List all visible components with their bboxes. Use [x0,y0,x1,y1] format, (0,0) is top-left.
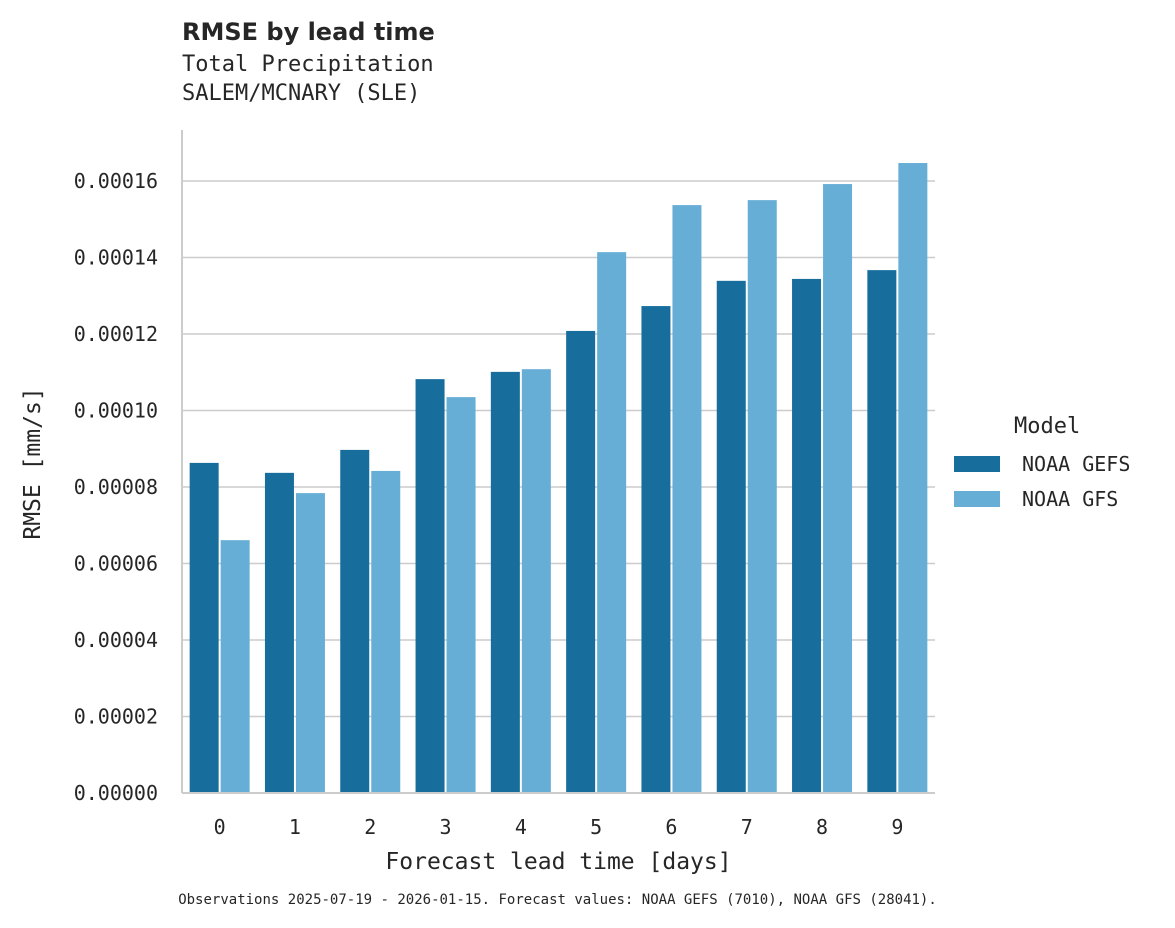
x-tick-label: 2 [364,815,376,839]
x-tick-label: 0 [214,815,226,839]
legend-swatch [954,491,1000,507]
legend-item-gefs: NOAA GEFS [954,452,1130,476]
x-tick-label: 1 [289,815,301,839]
bar-noaa-gefs [490,371,520,793]
bar-noaa-gfs [672,205,702,793]
x-tick-label: 8 [816,815,828,839]
chart-title: RMSE by lead time [182,18,435,46]
y-tick-label: 0.00014 [74,246,158,270]
bar-noaa-gefs [566,330,596,793]
bar-noaa-gefs [716,280,746,793]
y-tick-label: 0.00010 [74,399,158,423]
bar-noaa-gfs [295,493,325,793]
y-tick-label: 0.00006 [74,552,158,576]
chart-footer: Observations 2025-07-19 - 2026-01-15. Fo… [178,892,937,908]
bar-noaa-gefs [415,379,445,793]
y-tick-label: 0.00012 [74,322,158,346]
legend-swatch [954,456,1000,472]
x-tick-label: 7 [741,815,753,839]
x-tick-label: 9 [891,815,903,839]
y-tick-label: 0.00004 [74,628,158,652]
chart-subtitle-variable: Total Precipitation [182,52,434,77]
legend-title: Model [1014,414,1081,439]
bar-noaa-gefs [264,472,294,793]
bar-noaa-gfs [597,252,627,793]
bar-noaa-gfs [521,369,551,793]
bar-noaa-gfs [898,163,928,793]
x-tick-label: 5 [590,815,602,839]
x-axis-label: Forecast lead time [days] [385,849,731,875]
legend-label: NOAA GEFS [1022,452,1131,476]
y-tick-label: 0.00008 [74,475,158,499]
bar-noaa-gfs [371,470,401,793]
bar-noaa-gefs [189,462,219,793]
bar-noaa-gefs [792,278,822,793]
y-tick-label: 0.00002 [74,705,158,729]
x-tick-label: 6 [665,815,677,839]
x-tick-label: 3 [440,815,452,839]
bar-noaa-gefs [340,449,370,793]
y-tick-label: 0.00016 [74,169,158,193]
bar-noaa-gefs [641,306,671,793]
legend-item-gfs: NOAA GFS [954,487,1118,511]
bar-noaa-gefs [867,270,897,793]
bar-noaa-gfs [446,397,476,793]
chart-subtitle-station: SALEM/MCNARY (SLE) [182,81,421,106]
y-tick-label: 0.00000 [74,781,158,805]
bar-noaa-gfs [747,200,777,793]
y-axis-label: RMSE [mm/s] [20,387,46,539]
legend-label: NOAA GFS [1022,487,1119,511]
bar-noaa-gfs [823,184,853,793]
x-tick-label: 4 [515,815,527,839]
bar-noaa-gfs [220,540,250,793]
